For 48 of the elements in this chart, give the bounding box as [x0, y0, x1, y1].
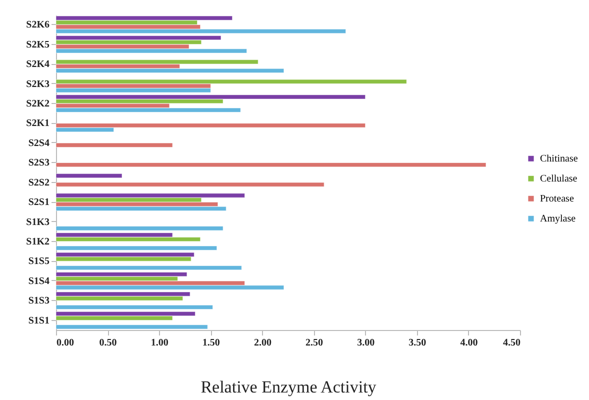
x-tick-label: 3.00	[357, 338, 375, 348]
bar	[56, 16, 232, 20]
y-tick-label: S2K4	[26, 59, 50, 70]
y-tick-label: S2S1	[28, 197, 50, 208]
bar	[56, 174, 122, 178]
bar	[56, 68, 284, 73]
y-tick-label: S2K1	[26, 118, 50, 130]
x-tick-label: 0.00	[56, 338, 74, 348]
y-tick-label: S1K3	[26, 216, 50, 228]
legend-label: Chitinase	[540, 154, 578, 165]
y-tick-label: S2S3	[28, 158, 50, 169]
bar	[56, 304, 213, 310]
bar	[56, 324, 208, 330]
y-tick-label: S2S2	[28, 177, 50, 188]
y-tick-label: S1S3	[28, 296, 50, 307]
x-tick-label: 4.00	[460, 338, 478, 348]
y-tick-label: S2K5	[26, 39, 50, 50]
bar	[56, 266, 242, 270]
y-tick-label: S1K2	[26, 236, 50, 248]
legend-label: Protease	[540, 194, 574, 205]
y-tick-label: S1S1	[28, 315, 50, 326]
x-axis-title: Relative Enzyme Activity	[200, 378, 377, 396]
x-tick-label: 0.50	[99, 338, 117, 348]
y-tick-label: S2K3	[26, 78, 50, 90]
y-tick-label: S2K2	[26, 98, 50, 110]
bar	[56, 142, 173, 148]
bar	[56, 206, 226, 211]
y-tick-label: S2S4	[28, 138, 50, 149]
x-tick-label: 2.00	[254, 338, 272, 348]
x-tick-label: 1.50	[202, 338, 220, 348]
bar	[56, 193, 245, 198]
y-tick-label: S1S5	[28, 256, 50, 268]
x-tick-label: 3.50	[408, 338, 426, 348]
x-tick-label: 4.50	[503, 338, 520, 348]
bar	[56, 272, 188, 277]
y-tick-label: S2K6	[26, 20, 50, 31]
bar	[56, 79, 407, 84]
bar	[56, 123, 366, 128]
legend-label: Cellulase	[540, 174, 578, 185]
legend-label: Amylase	[540, 214, 576, 225]
bar	[56, 162, 486, 168]
x-tick-label: 2.50	[306, 338, 324, 348]
bar	[56, 182, 324, 187]
y-tick-label: S1S4	[28, 276, 50, 287]
x-tick-label: 1.00	[150, 338, 168, 348]
bar	[56, 36, 222, 40]
bar	[56, 108, 241, 112]
bar	[56, 60, 258, 64]
